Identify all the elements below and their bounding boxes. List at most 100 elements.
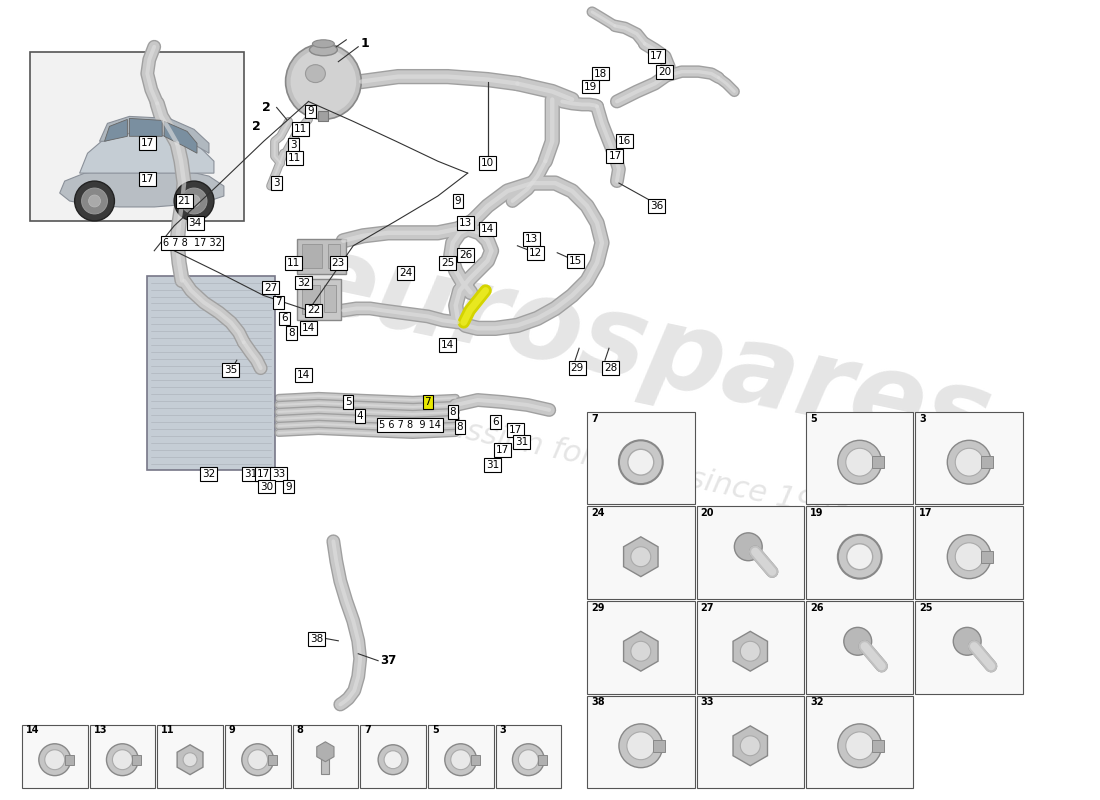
Text: 27: 27 [264,282,277,293]
Bar [652,740,664,752]
Polygon shape [177,745,204,774]
Circle shape [955,448,983,476]
Bar [324,285,337,313]
Circle shape [947,440,991,484]
Bar [915,601,1023,694]
Bar [587,412,694,505]
Ellipse shape [309,44,338,56]
Ellipse shape [306,65,326,82]
Bar [696,506,804,599]
Text: 8: 8 [450,407,456,417]
Bar [360,726,426,788]
Text: 17: 17 [257,469,271,478]
Bar [806,695,913,788]
Circle shape [286,44,361,119]
Circle shape [954,627,981,655]
Circle shape [248,750,267,770]
Circle shape [182,188,207,214]
Polygon shape [733,726,768,766]
Bar [428,726,494,788]
Bar [22,726,88,788]
Bar [132,754,141,765]
Text: 17: 17 [496,445,509,454]
Text: 5: 5 [432,726,439,735]
Text: 7: 7 [591,414,597,424]
Bar [30,52,244,221]
Circle shape [242,744,274,776]
Text: 17: 17 [141,138,154,148]
Bar [297,239,346,274]
Text: 36: 36 [650,201,663,211]
Text: 27: 27 [701,603,714,613]
Text: 5: 5 [345,397,352,407]
Polygon shape [79,134,213,173]
Bar [981,456,993,468]
Text: 26: 26 [459,250,472,260]
Text: 5: 5 [810,414,816,424]
Bar [696,695,804,788]
Bar [587,695,694,788]
Text: eurospares: eurospares [293,225,1001,476]
Bar [297,278,341,320]
Text: 6 7 8  17 32: 6 7 8 17 32 [163,238,221,248]
Text: 24: 24 [399,268,412,278]
Circle shape [75,181,114,221]
Text: 9: 9 [454,196,461,206]
Circle shape [844,627,871,655]
Text: 7: 7 [364,726,371,735]
Circle shape [619,440,662,484]
Ellipse shape [69,185,219,203]
Bar [89,726,155,788]
Circle shape [947,535,991,578]
Bar [321,752,329,774]
Text: 18: 18 [593,69,606,78]
Text: 32: 32 [202,469,216,478]
Ellipse shape [312,40,334,48]
Text: 29: 29 [571,363,584,373]
Circle shape [740,736,760,756]
Circle shape [735,533,762,561]
Text: 31: 31 [486,460,499,470]
Text: 19: 19 [583,82,596,91]
Text: 17: 17 [650,50,663,61]
Circle shape [838,535,881,578]
Text: 4: 4 [356,411,363,421]
Text: 25: 25 [441,258,454,268]
Circle shape [846,732,873,760]
Bar [329,244,340,268]
Text: 33: 33 [272,469,285,478]
Text: 9: 9 [229,726,235,735]
Text: 1: 1 [361,38,370,50]
Text: 31: 31 [515,437,528,446]
Polygon shape [164,122,197,154]
Text: 9: 9 [307,106,314,117]
Circle shape [451,750,471,770]
Text: 34: 34 [188,218,201,228]
Text: 32: 32 [297,278,310,287]
Bar [806,412,913,505]
Bar [471,754,480,765]
Circle shape [627,732,654,760]
Text: a passion for parts since 1985: a passion for parts since 1985 [398,402,856,526]
Polygon shape [624,537,658,577]
Circle shape [444,744,476,776]
Text: 28: 28 [604,363,617,373]
Text: 3: 3 [290,140,297,150]
Text: 13: 13 [94,726,107,735]
Circle shape [290,49,356,114]
Text: 11: 11 [288,154,301,163]
Circle shape [513,744,544,776]
Text: 2: 2 [252,120,261,133]
Circle shape [846,448,873,476]
Text: 29: 29 [591,603,605,613]
Text: 7: 7 [275,298,282,307]
Text: 14: 14 [297,370,310,380]
Bar [318,111,329,122]
Text: 17: 17 [608,151,622,162]
Circle shape [39,744,70,776]
Bar [538,754,548,765]
Text: 14: 14 [301,323,315,334]
Text: 17: 17 [141,174,154,184]
Text: 20: 20 [701,509,714,518]
Text: 22: 22 [307,306,320,315]
